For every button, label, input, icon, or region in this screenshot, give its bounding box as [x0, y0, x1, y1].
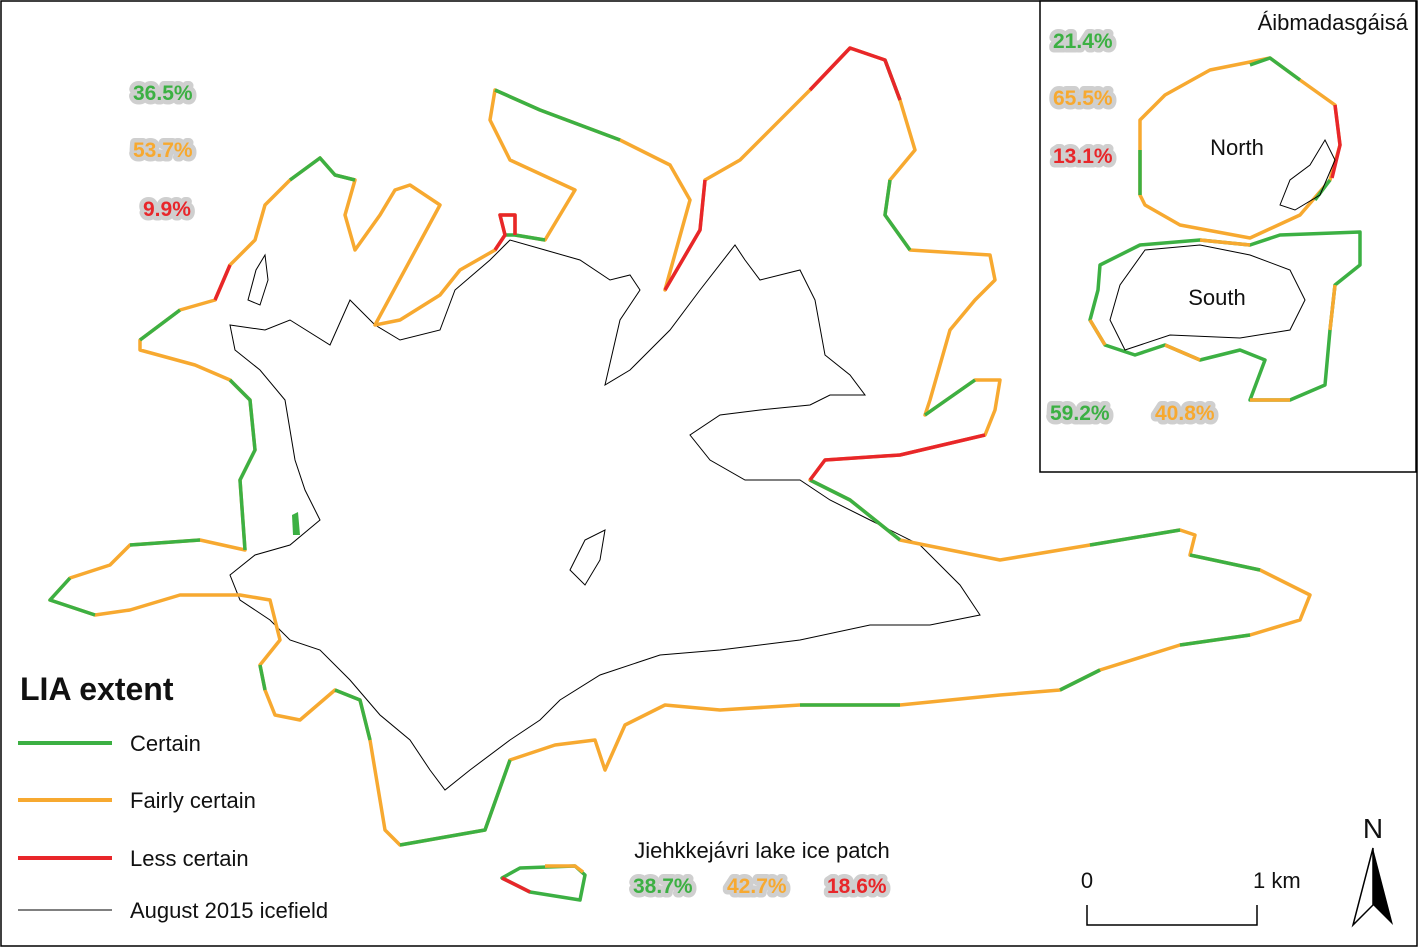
icefield-2015 — [229, 239, 981, 791]
icefield-island — [569, 529, 606, 586]
north-arrow — [1373, 848, 1393, 925]
scale-label: 1 km — [1253, 868, 1301, 893]
legend-label: Fairly certain — [130, 788, 256, 813]
north-percentage: 13.1% — [1053, 145, 1113, 168]
scale-bar — [1086, 905, 1258, 926]
south-fairly-certain — [1088, 238, 1337, 402]
main-percentage: 36.5% — [133, 82, 193, 105]
north-percentage: 65.5% — [1053, 87, 1113, 110]
main-percentage: 9.9% — [143, 198, 191, 221]
lake-less-certain — [501, 876, 531, 894]
south-percentage: 40.8% — [1155, 402, 1215, 425]
legend-title: LIA extent — [20, 671, 174, 707]
scale-label: 0 — [1081, 868, 1093, 893]
south-label: South — [1188, 285, 1246, 310]
north-percentage: 21.4% — [1053, 30, 1113, 53]
lake-percentage: 42.7% — [727, 875, 787, 898]
icefield-island — [247, 253, 269, 306]
lake-label: Jiehkkejávri lake ice patch — [634, 838, 890, 863]
south-percentage: 59.2% — [1050, 402, 1110, 425]
inset-title: Áibmadasgáisá — [1258, 10, 1409, 35]
lake-percentage: 38.7% — [633, 875, 693, 898]
north-icefield — [1279, 138, 1336, 211]
main-percentage: 53.7% — [133, 139, 193, 162]
legend-label: Less certain — [130, 846, 249, 871]
legend-label: Certain — [130, 731, 201, 756]
lake-fairly-certain — [545, 864, 585, 874]
north-less-certain — [1330, 104, 1342, 179]
north-label: North — [1210, 135, 1264, 160]
north-arrow-label: N — [1363, 813, 1383, 844]
south-icefield — [1109, 244, 1306, 351]
lia-less-certain-segments — [213, 46, 986, 482]
north-arrow — [1351, 847, 1374, 928]
lake-percentage: 18.6% — [827, 875, 887, 898]
inset-frame — [1039, 0, 1417, 473]
legend-label: August 2015 icefield — [130, 898, 328, 923]
lia-small-patch — [292, 512, 300, 535]
